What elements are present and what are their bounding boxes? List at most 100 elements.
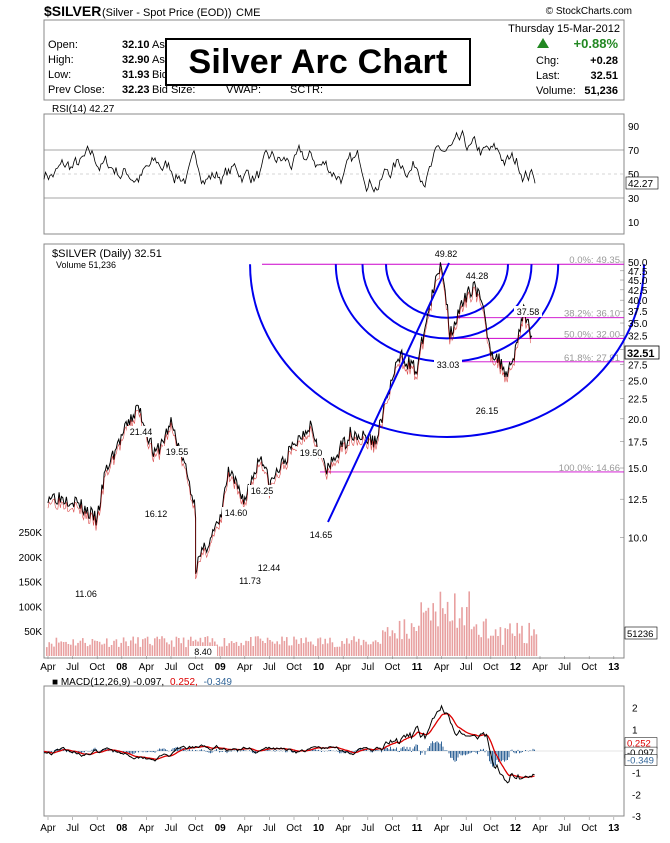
volume-bar <box>523 643 526 656</box>
volume-bar <box>182 637 185 656</box>
volume-bar <box>163 638 166 656</box>
x-tick-label: 09 <box>215 662 227 673</box>
x-tick-label: Apr <box>237 823 253 834</box>
x-tick-label: Apr <box>532 662 548 673</box>
stat-value: 32.23 <box>122 84 150 96</box>
price-tick-label: 40.0 <box>628 296 648 307</box>
rsi-label: RSI(14) 42.27 <box>52 104 115 115</box>
volume-bar <box>290 645 293 656</box>
price-tick-label: 35.0 <box>628 319 648 330</box>
stat-mid-label: Bid <box>152 69 168 81</box>
fib-label: 0.0%: 49.35 <box>569 255 620 266</box>
volume-bar <box>341 641 343 656</box>
x-tick-label: Apr <box>434 823 450 834</box>
volume-bar <box>374 640 377 656</box>
x-tick-label: Jul <box>165 662 178 673</box>
volume-bar <box>226 645 228 656</box>
macd-label-hist: -0.349 <box>204 677 233 688</box>
price-tick-label: 10.0 <box>628 533 648 544</box>
volume-bar <box>161 636 163 656</box>
x-tick-label: Jul <box>165 823 178 834</box>
volume-bar <box>185 647 187 656</box>
volume-bar <box>444 613 446 656</box>
stat-label: Prev Close: <box>48 84 105 96</box>
x-tick-label: Oct <box>581 823 597 834</box>
volume-bar <box>437 626 439 656</box>
macd-badge-bg <box>624 754 658 766</box>
price-label: $SILVER (Daily) 32.51 <box>52 248 162 260</box>
macd-label-main: MACD(12,26,9) -0.097, <box>61 677 164 688</box>
x-tick-label: 13 <box>608 823 620 834</box>
annotation-bg <box>72 588 100 599</box>
volume-bar <box>478 634 480 656</box>
volume-bar <box>216 644 218 656</box>
volume-bar <box>283 640 286 656</box>
volume-bar <box>468 591 470 656</box>
volume-bar <box>168 644 170 656</box>
x-tick-label: 08 <box>116 823 128 834</box>
volume-bar <box>70 644 72 656</box>
annotation-bg <box>463 270 491 281</box>
rsi-badge: 42.27 <box>628 179 653 190</box>
annotation-bg <box>236 575 264 586</box>
volume-bar <box>235 641 238 656</box>
price-annotation: 37.58 <box>517 307 540 317</box>
stat-label: Last: <box>536 70 560 82</box>
volume-bar <box>154 638 156 656</box>
volume-bar <box>79 640 82 656</box>
volume-bar <box>497 636 499 656</box>
volume-bar <box>499 627 502 656</box>
volume-bar <box>530 635 533 656</box>
volume-bar <box>288 645 290 656</box>
volume-bar <box>449 621 451 656</box>
volume-bar <box>389 636 391 656</box>
volume-bar <box>482 621 485 656</box>
price-annotation: 19.55 <box>166 447 189 457</box>
volume-tick-label: 50K <box>24 627 42 638</box>
volume-bar <box>338 646 341 656</box>
volume-bar <box>158 639 161 656</box>
description: (Silver - Spot Price (EOD)) <box>102 7 232 19</box>
rsi-tick-label: 70 <box>628 146 640 157</box>
macd-tick-label: 1 <box>632 725 638 736</box>
macd-tick-label: 2 <box>632 704 638 715</box>
volume-tick-label: 200K <box>19 553 43 564</box>
volume-bar <box>82 638 84 656</box>
volume-bar <box>487 638 490 656</box>
rsi-badge-bg <box>625 176 659 190</box>
volume-bar <box>492 635 494 656</box>
price-tick-label: 22.5 <box>628 395 648 406</box>
annotation-bg <box>514 306 542 317</box>
price-annotation: 44.28 <box>466 271 489 281</box>
x-tick-label: Oct <box>188 823 204 834</box>
macd-tick-label: -1 <box>632 769 641 780</box>
volume-bar <box>384 631 386 656</box>
rsi-tick-label: 90 <box>628 122 640 133</box>
volume-bar <box>480 637 482 656</box>
volume-bar <box>180 643 182 656</box>
volume-bar <box>317 638 319 656</box>
volume-bar <box>310 641 312 656</box>
x-tick-label: Oct <box>286 823 302 834</box>
price-annotation: 49.82 <box>435 249 458 259</box>
volume-bar <box>259 638 262 656</box>
volume-bar <box>305 637 307 656</box>
volume-bar <box>250 637 252 656</box>
volume-bar <box>410 623 413 656</box>
volume-bar <box>134 643 137 656</box>
volume-bar <box>298 643 300 656</box>
volume-bar <box>151 645 154 656</box>
volume-bar <box>254 636 257 656</box>
header: $SILVER (Silver - Spot Price (EOD)) CME … <box>43 3 632 101</box>
volume-bar <box>398 620 401 656</box>
volume-bar <box>413 627 415 656</box>
volume-bar <box>274 643 276 656</box>
volume-bar <box>221 646 223 656</box>
stat-mid-label: As <box>152 54 165 66</box>
volume-bar <box>420 602 422 656</box>
volume-bar <box>286 637 288 656</box>
volume-bar <box>238 645 240 656</box>
volume-bar <box>295 639 298 656</box>
volume-bar <box>365 641 367 656</box>
x-tick-label: Oct <box>89 823 105 834</box>
